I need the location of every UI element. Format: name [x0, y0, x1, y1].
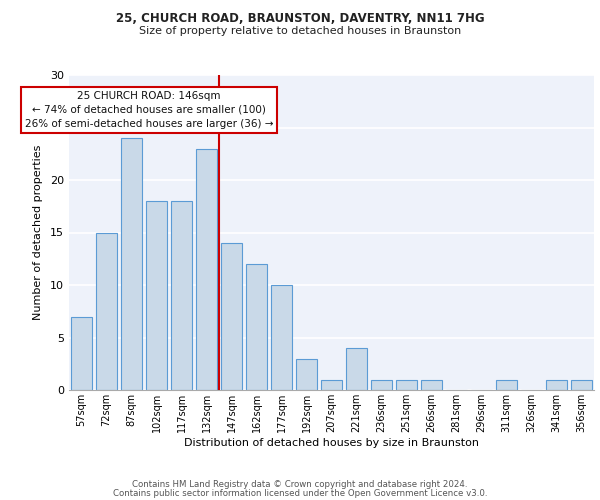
Bar — [371, 380, 392, 390]
Bar — [96, 232, 117, 390]
Bar — [146, 201, 167, 390]
Bar — [321, 380, 342, 390]
Text: 25 CHURCH ROAD: 146sqm
← 74% of detached houses are smaller (100)
26% of semi-de: 25 CHURCH ROAD: 146sqm ← 74% of detached… — [25, 91, 273, 128]
Bar — [221, 243, 242, 390]
Bar — [121, 138, 142, 390]
Bar — [571, 380, 592, 390]
Bar — [196, 148, 217, 390]
Text: Contains public sector information licensed under the Open Government Licence v3: Contains public sector information licen… — [113, 488, 487, 498]
Text: 25, CHURCH ROAD, BRAUNSTON, DAVENTRY, NN11 7HG: 25, CHURCH ROAD, BRAUNSTON, DAVENTRY, NN… — [116, 12, 484, 26]
Bar — [271, 285, 292, 390]
Bar — [246, 264, 267, 390]
Bar — [296, 358, 317, 390]
X-axis label: Distribution of detached houses by size in Braunston: Distribution of detached houses by size … — [184, 438, 479, 448]
Bar — [546, 380, 567, 390]
Bar — [421, 380, 442, 390]
Bar — [346, 348, 367, 390]
Text: Contains HM Land Registry data © Crown copyright and database right 2024.: Contains HM Land Registry data © Crown c… — [132, 480, 468, 489]
Bar — [71, 316, 92, 390]
Y-axis label: Number of detached properties: Number of detached properties — [33, 145, 43, 320]
Bar — [496, 380, 517, 390]
Bar — [396, 380, 417, 390]
Bar — [171, 201, 192, 390]
Text: Size of property relative to detached houses in Braunston: Size of property relative to detached ho… — [139, 26, 461, 36]
